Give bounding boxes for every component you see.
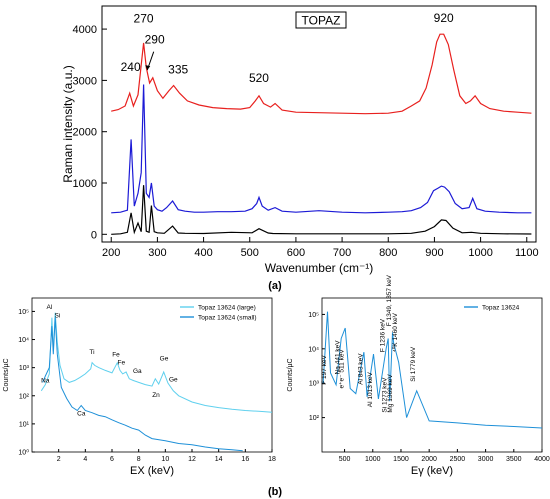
y-axis-title: Counts/µC (3, 358, 10, 391)
x-tick-label: 4 (83, 456, 87, 463)
raman-spectrum-panel: 200 300 400 500 600 700 800 900 1000 1100 0 1000 200… (61, 5, 539, 275)
peak-label: 290 (145, 32, 165, 46)
series-line (322, 311, 543, 429)
x-tick-label: 12 (188, 456, 196, 463)
peak-label: 520 (249, 71, 269, 85)
series-line-G13624 (111, 84, 532, 214)
x-tick-label: 6 (110, 456, 114, 463)
plot-frame (101, 5, 537, 243)
y-tick-label: 3000 (73, 75, 97, 87)
y-tick-label: 10² (19, 393, 30, 400)
peak-label: Si 1779 keV (410, 346, 417, 382)
element-label: Si (54, 313, 60, 320)
element-label: Ti (89, 349, 94, 356)
peak-label: 240 (121, 60, 141, 74)
pixe-spectrum-panel: 2 4 6 8 10 12 14 16 18 10⁰ 10¹ 10² 10³ 10⁴ 10⁵ EX (keV)… (3, 297, 276, 477)
legend-entry: Topaz 13624 (small) (198, 315, 257, 322)
peak-label: Na 441 keV (335, 340, 342, 375)
y-axis-title: Raman intensity (a.u.) (61, 65, 75, 182)
y-axis-title: Counts/µC (287, 358, 294, 391)
x-tick-label: 14 (215, 456, 223, 463)
x-tick-label: 500 (339, 456, 351, 463)
y-tick-label: 10³ (19, 365, 30, 372)
plot-frame (31, 297, 273, 453)
element-label: Al (46, 304, 52, 311)
y-tick-label: 10² (309, 415, 320, 422)
y-tick-label: 10⁵ (18, 309, 29, 316)
panel-label-a: (a) (268, 280, 282, 292)
x-axis-title: Wavenumber (cm⁻¹) (265, 261, 374, 275)
series-line-TopazRef (111, 185, 532, 235)
x-tick-label: 2500 (450, 456, 466, 463)
x-tick-label: 200 (102, 247, 120, 259)
x-tick-label: 18 (268, 456, 276, 463)
element-label: Ge (169, 377, 178, 384)
element-label: Ge (160, 355, 169, 362)
inset-label: TOPAZ (302, 14, 341, 28)
peak-label: ⁴⁰K 1460 keV (391, 312, 399, 352)
y-tick-label: 0 (91, 229, 97, 241)
peak-label: F 197 keV (321, 355, 328, 385)
x-tick-label: 4000 (534, 456, 550, 463)
x-tick-label: 600 (287, 247, 305, 259)
x-tick-label: 8 (137, 456, 141, 463)
peak-label: Al 843 keV (357, 353, 364, 385)
x-tick-label: 1000 (365, 456, 381, 463)
x-tick-label: 700 (333, 247, 351, 259)
x-tick-label: 3500 (506, 456, 522, 463)
x-tick-label: 400 (194, 247, 212, 259)
x-tick-label: 800 (379, 247, 397, 259)
y-tick-label: 1000 (73, 178, 97, 190)
y-tick-label: 10⁰ (18, 449, 29, 457)
peak-label: F 1236 keV (380, 318, 387, 352)
series-line (42, 317, 243, 452)
y-tick-label: 10³ (309, 381, 320, 388)
x-tick-label: 1500 (393, 456, 409, 463)
peak-arrow-head (145, 65, 151, 71)
legend-entry: Topaz 13624 (482, 305, 520, 312)
series-line-G13539a (111, 33, 532, 115)
series-line (40, 312, 273, 413)
peak-label: 270 (134, 11, 154, 25)
peak-label: 920 (434, 11, 454, 25)
x-axis-title: Eγ (keV) (411, 465, 453, 477)
y-tick-label: 10⁵ (308, 312, 319, 319)
element-label: Ga (133, 368, 142, 375)
peak-label: 335 (168, 63, 188, 77)
x-tick-label: 300 (148, 247, 166, 259)
panel-label-b: (b) (268, 486, 282, 498)
pige-spectrum-panel: 500 1000 1500 2000 2500 3000 3500 4000 10² 10³ 10⁴… (287, 274, 550, 477)
y-tick-label: 10⁴ (308, 346, 319, 353)
peak-label: Mg 1369 keV (387, 374, 394, 413)
y-tick-label: 10¹ (19, 421, 30, 428)
element-label: Zn (152, 392, 160, 399)
x-tick-label: 10 (161, 456, 169, 463)
x-tick-label: 16 (241, 456, 249, 463)
y-tick-label: 4000 (73, 24, 97, 36)
element-label: Fe (112, 351, 120, 358)
plot-frame (321, 297, 543, 453)
x-tick-label: 2 (57, 456, 61, 463)
x-tick-label: 1000 (468, 247, 492, 259)
x-axis-title: EX (keV) (130, 465, 174, 477)
inset-label-box (295, 11, 347, 29)
x-tick-label: 1100 (515, 247, 539, 259)
x-tick-label: 900 (425, 247, 443, 259)
element-label: Ca (77, 410, 86, 417)
element-label: Fe (118, 359, 126, 366)
x-tick-label: 2000 (421, 456, 437, 463)
y-tick-label: 2000 (73, 127, 97, 139)
y-tick-label: 10⁴ (18, 337, 29, 344)
x-tick-label: 500 (241, 247, 259, 259)
peak-label: F 1349, 1357 keV (386, 274, 393, 326)
peak-label: e⁺e⁻ 511 keV (339, 349, 346, 389)
x-tick-label: 3000 (478, 456, 494, 463)
legend-entry: Topaz 13624 (large) (198, 305, 256, 312)
element-label: Na (41, 377, 50, 384)
peak-label: Si 1273 keV (382, 377, 389, 413)
peak-label: Al 1013 keV (367, 371, 374, 407)
